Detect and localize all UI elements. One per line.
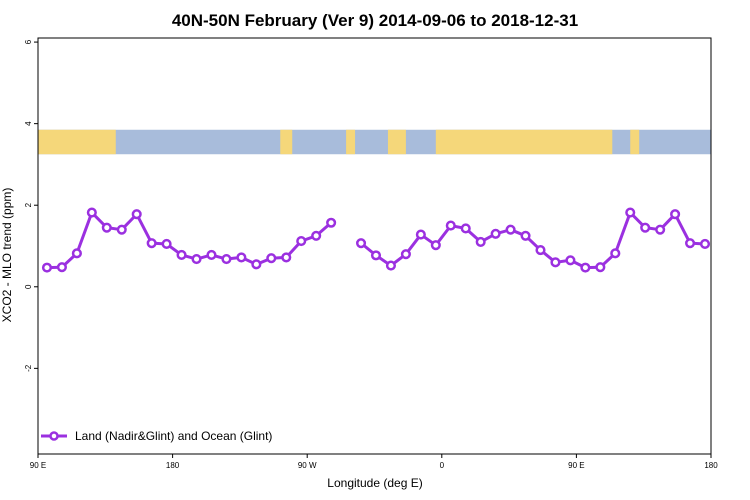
data-point <box>41 262 53 273</box>
data-point <box>326 217 337 228</box>
y-tick-label: 4 <box>24 121 33 126</box>
x-tick-label: 90 W <box>298 461 317 470</box>
x-tick-label: 180 <box>166 461 180 470</box>
data-point <box>580 262 591 273</box>
map-land <box>346 129 356 155</box>
data-point <box>385 260 397 271</box>
y-axis: -2 0 2 4 6 <box>24 39 38 372</box>
data-point <box>625 207 636 218</box>
y-tick-label: 0 <box>24 284 33 289</box>
data-point <box>116 224 127 235</box>
data-point <box>550 257 561 268</box>
y-tick-label: 2 <box>24 202 33 207</box>
data-point <box>191 254 202 265</box>
data-point <box>355 238 367 249</box>
data-point <box>101 222 112 233</box>
data-point <box>535 245 546 256</box>
chart-title: 40N-50N February (Ver 9) 2014-09-06 to 2… <box>172 11 578 30</box>
y-axis-label: XCO2 - MLO trend (ppm) <box>0 188 14 323</box>
x-tick-label: 0 <box>440 461 445 470</box>
data-point <box>475 236 486 247</box>
data-point <box>86 207 97 218</box>
map-land <box>38 129 116 155</box>
data-point <box>655 224 666 235</box>
data-point <box>71 248 82 259</box>
data-point <box>251 259 262 270</box>
data-point <box>131 209 142 220</box>
data-point <box>445 220 456 231</box>
data-point <box>490 228 501 239</box>
map-land <box>280 129 293 155</box>
data-point <box>56 262 67 273</box>
map-land <box>435 129 613 155</box>
data-point <box>430 240 441 251</box>
series-line <box>360 211 706 270</box>
data-point <box>699 238 711 250</box>
map-land <box>387 129 406 155</box>
data-point <box>460 223 471 234</box>
data-point <box>296 236 307 247</box>
series-layer <box>41 207 711 273</box>
x-axis-label: Longitude (deg E) <box>327 476 422 490</box>
data-point <box>400 249 411 260</box>
data-point <box>311 230 322 241</box>
data-point <box>236 252 247 263</box>
x-tick-label: 180 <box>704 461 718 470</box>
data-point <box>146 238 157 249</box>
data-point <box>221 254 232 265</box>
data-point <box>520 230 531 241</box>
data-point <box>685 238 696 249</box>
data-point <box>370 250 382 261</box>
data-point <box>415 229 426 240</box>
legend-swatch-marker <box>49 431 59 441</box>
data-point <box>281 252 292 263</box>
data-point <box>610 248 621 259</box>
data-point <box>206 249 217 261</box>
data-point <box>176 249 187 261</box>
y-tick-label: -2 <box>24 364 33 372</box>
map-land <box>630 129 640 155</box>
world-map-band <box>38 129 711 155</box>
data-point <box>670 209 681 220</box>
y-tick-label: 6 <box>24 39 33 44</box>
plot-frame <box>37 37 712 455</box>
x-tick-label: 90 E <box>30 461 46 470</box>
data-point <box>595 262 606 273</box>
legend-label: Land (Nadir&Glint) and Ocean (Glint) <box>75 429 272 443</box>
x-axis: 90 E 180 90 W 0 90 E 180 <box>30 454 718 470</box>
data-point <box>161 238 172 250</box>
legend: Land (Nadir&Glint) and Ocean (Glint) <box>41 429 272 443</box>
data-point <box>565 255 576 266</box>
data-point <box>505 224 516 235</box>
data-point <box>266 253 277 264</box>
data-point <box>640 222 651 233</box>
x-tick-label: 90 E <box>568 461 584 470</box>
